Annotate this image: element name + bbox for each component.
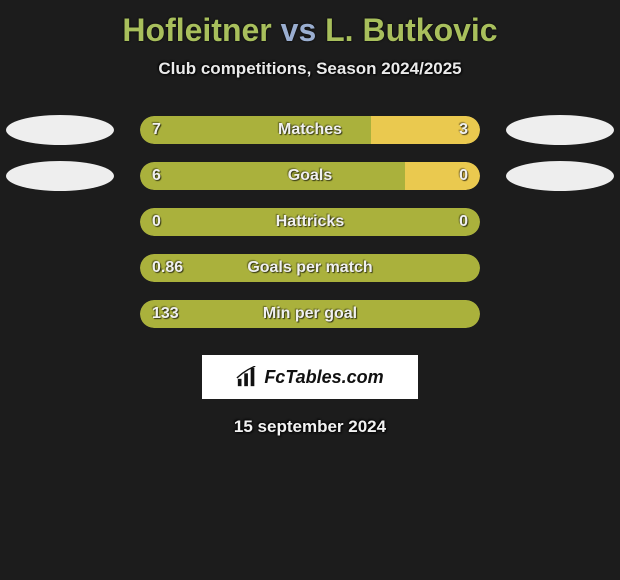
stat-bar: 00Hattricks <box>140 208 480 236</box>
stat-bar: 60Goals <box>140 162 480 190</box>
stat-row: 60Goals <box>0 153 620 199</box>
subtitle: Club competitions, Season 2024/2025 <box>0 59 620 79</box>
stat-row: 133Min per goal <box>0 291 620 337</box>
stat-row: 0.86Goals per match <box>0 245 620 291</box>
player1-ellipse <box>6 161 114 191</box>
stat-bar: 133Min per goal <box>140 300 480 328</box>
stat-row: 73Matches <box>0 107 620 153</box>
stat-bar: 73Matches <box>140 116 480 144</box>
stat-label: Goals <box>140 162 480 190</box>
title-player2: L. Butkovic <box>325 12 497 48</box>
player2-ellipse <box>506 161 614 191</box>
player1-ellipse <box>6 115 114 145</box>
stat-label: Min per goal <box>140 300 480 328</box>
bar-chart-icon <box>236 366 258 388</box>
player2-ellipse <box>506 115 614 145</box>
logo-box: FcTables.com <box>202 355 418 399</box>
stat-label: Matches <box>140 116 480 144</box>
title-player1: Hofleitner <box>122 12 271 48</box>
title-vs: vs <box>281 12 317 48</box>
stat-label: Goals per match <box>140 254 480 282</box>
stat-row: 00Hattricks <box>0 199 620 245</box>
logo-text: FcTables.com <box>264 367 383 388</box>
stats-container: 73Matches 60Goals 00Hattricks 0.86Goals per… <box>0 107 620 337</box>
stat-label: Hattricks <box>140 208 480 236</box>
page-title: Hofleitner vs L. Butkovic <box>0 0 620 55</box>
stat-bar: 0.86Goals per match <box>140 254 480 282</box>
date-text: 15 september 2024 <box>0 417 620 437</box>
